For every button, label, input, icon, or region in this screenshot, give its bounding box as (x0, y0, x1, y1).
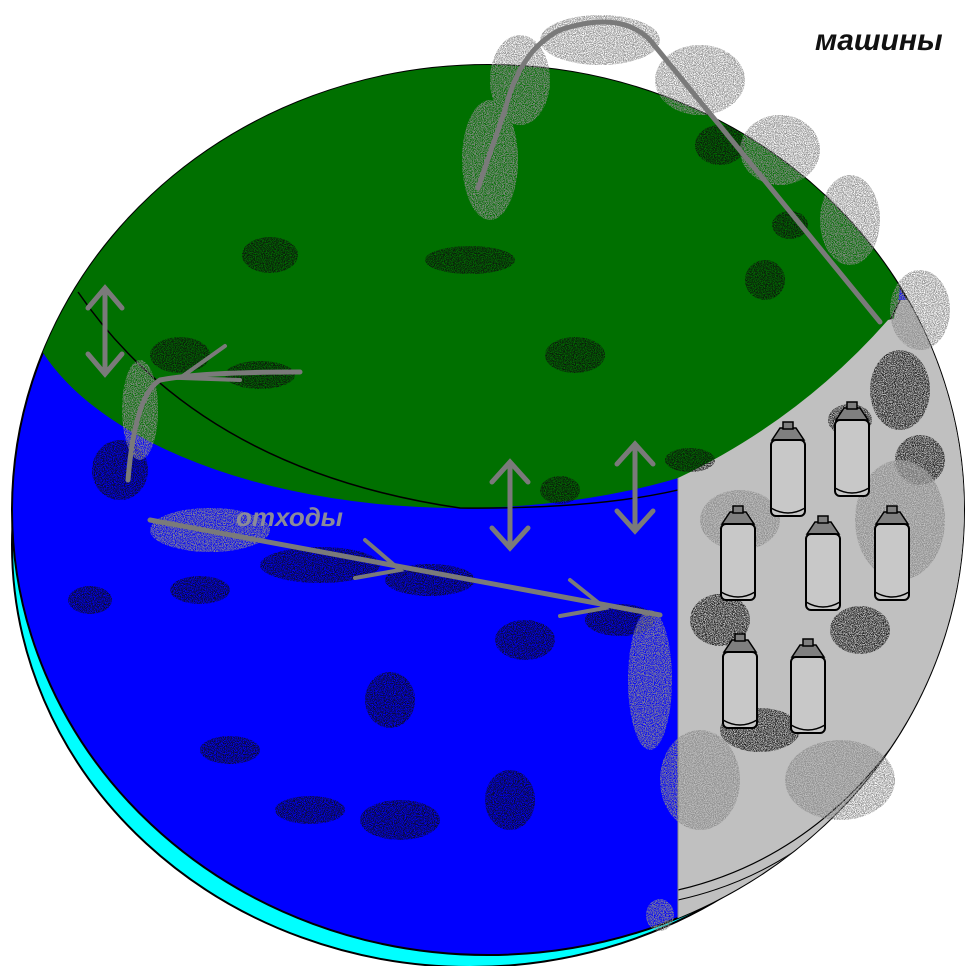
pollution-spots (68, 125, 945, 840)
cylinder-tank-icon (790, 638, 826, 734)
cylinder-tank-icon (874, 505, 910, 601)
waste-arrow-head-2 (558, 578, 610, 618)
cylinder-tank-icon (805, 515, 841, 611)
cylinder-tank-icon (770, 421, 806, 517)
runoff-flow-arrow (125, 369, 303, 483)
double-arrow-icon (614, 440, 656, 535)
waste-arrow-head-1 (353, 538, 405, 580)
waste-flow-arrow (147, 517, 663, 618)
smoke-flow-arrow (475, 19, 883, 325)
cylinder-tank-icon (720, 505, 756, 601)
double-arrow-icon (489, 458, 531, 552)
runoff-arrow-head (174, 344, 242, 382)
waste-label: отходы (236, 502, 343, 532)
double-arrow-icon (85, 284, 125, 378)
cylinder-tank-icon (834, 401, 870, 497)
cylinder-tank-icon (722, 633, 758, 729)
machines-label: машины (815, 24, 943, 57)
land-zone (20, 65, 900, 508)
